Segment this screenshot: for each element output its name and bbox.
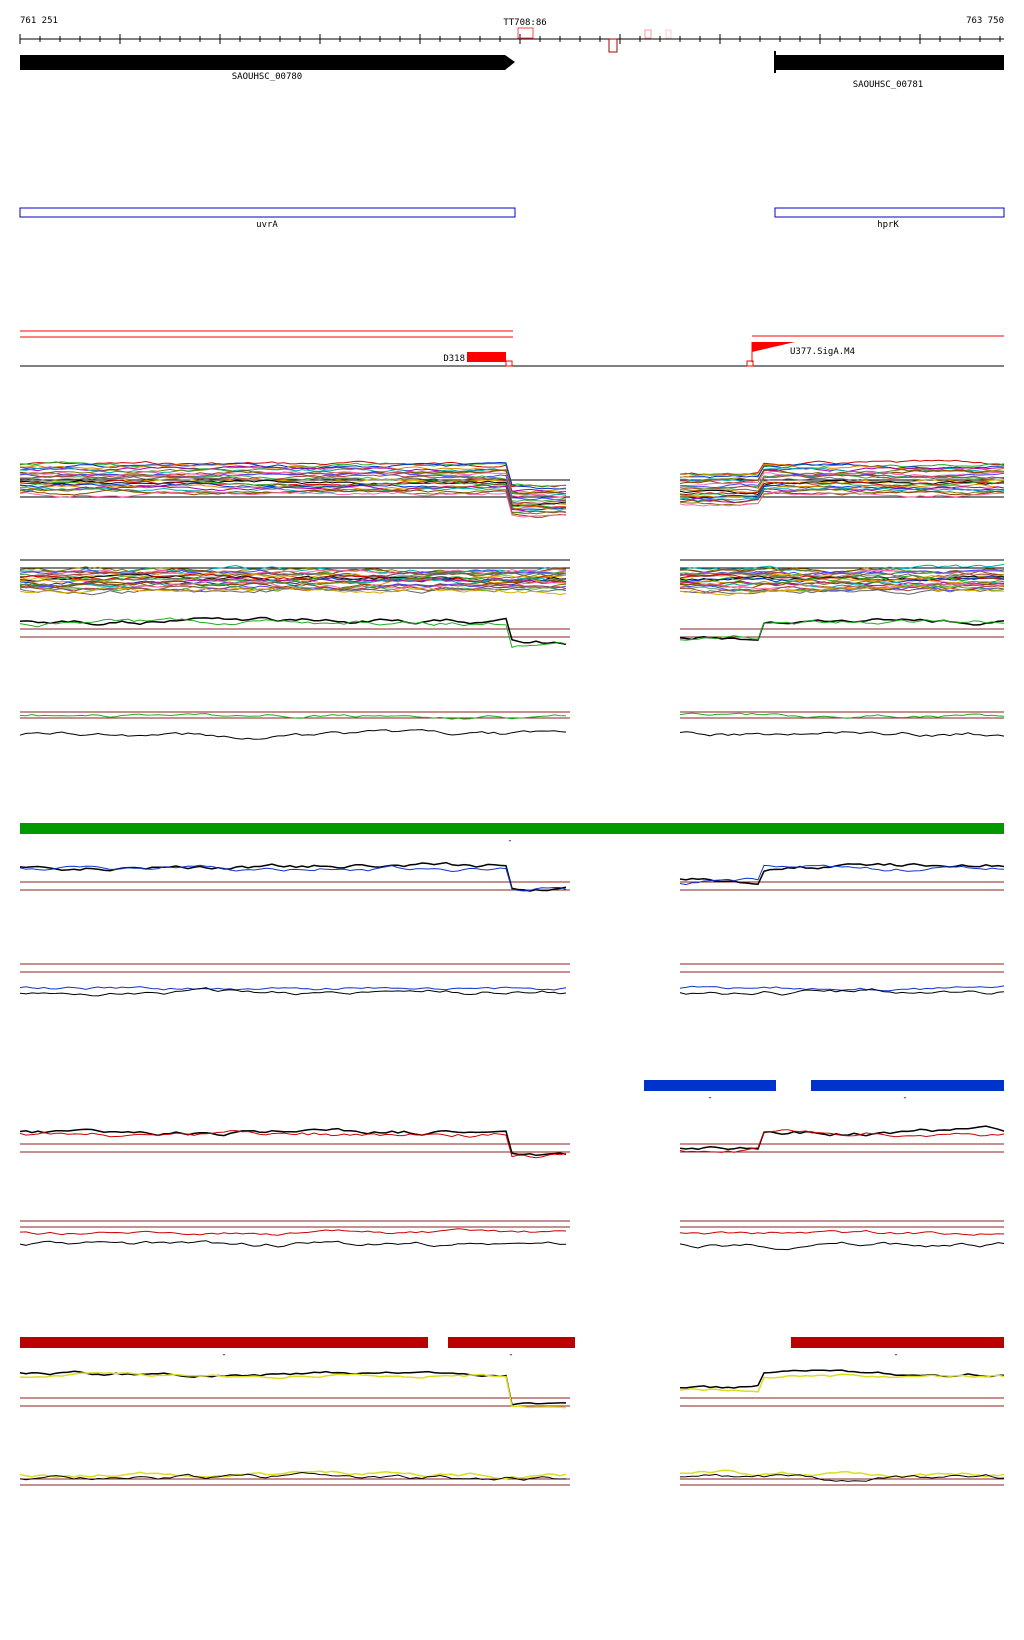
promoter-label: U377.SigA.M4 [790, 347, 855, 357]
multi-track-1 [19, 459, 1005, 518]
gene-label: SAOUHSC_00780 [232, 72, 302, 82]
yellow-track-2 [19, 1469, 1005, 1486]
segment-tracks: - - - - - - [20, 823, 1004, 1360]
segment-label: - [707, 1093, 712, 1103]
promoter-u377[interactable]: U377.SigA.M4 [746, 335, 1004, 367]
segment-label: - [221, 1350, 226, 1360]
operon-track: uvrA hprK [19, 207, 1005, 230]
operon-label: hprK [877, 220, 899, 230]
regulatory-track: D318 U377.SigA.M4 [20, 330, 1004, 367]
gene-track: SAOUHSC_00780 SAOUHSC_00781 [20, 51, 1004, 90]
segment-label: - [902, 1093, 907, 1103]
segment-red-2[interactable]: - [448, 1337, 575, 1360]
gene-saouhsc-00781[interactable]: SAOUHSC_00781 [774, 51, 1004, 90]
ruler-ticks [19, 34, 1001, 44]
blue-track-1 [19, 861, 1005, 892]
terminator-d318[interactable]: D318 [443, 352, 506, 364]
segment-blue-left[interactable]: - [644, 1080, 776, 1103]
feature-box[interactable] [608, 38, 618, 53]
operon-uvra[interactable]: uvrA [19, 207, 516, 230]
multi-track-2 [19, 559, 1005, 597]
red-track-2 [19, 1220, 1005, 1251]
operon-label: uvrA [256, 220, 278, 230]
marker-box[interactable] [517, 27, 534, 39]
blue-track-2 [19, 963, 1005, 997]
segment-green[interactable]: - [20, 823, 1004, 846]
ruler-end-label: 763 750 [966, 16, 1004, 26]
expression-tracks [19, 459, 1005, 1486]
terminator-label: D318 [443, 354, 465, 364]
operon-hprk[interactable]: hprK [774, 207, 1005, 230]
segment-red-3[interactable]: - [791, 1337, 1004, 1360]
coordinate-ruler: 761 251 763 750 TT708:86 [19, 16, 1004, 53]
segment-blue-right[interactable]: - [811, 1080, 1004, 1103]
gene-label: SAOUHSC_00781 [853, 80, 923, 90]
segment-label: - [507, 836, 512, 846]
green-track-1 [19, 616, 1005, 649]
gene-saouhsc-00780[interactable]: SAOUHSC_00780 [20, 55, 515, 82]
green-track-2 [19, 711, 1005, 740]
yellow-track-1 [19, 1369, 1005, 1409]
segment-label: - [893, 1350, 898, 1360]
ruler-start-label: 761 251 [20, 16, 58, 26]
segment-label: - [508, 1350, 513, 1360]
ruler-marker-label: TT708:86 [503, 18, 546, 28]
segment-red-1[interactable]: - [20, 1337, 428, 1360]
red-track-1 [19, 1125, 1005, 1159]
